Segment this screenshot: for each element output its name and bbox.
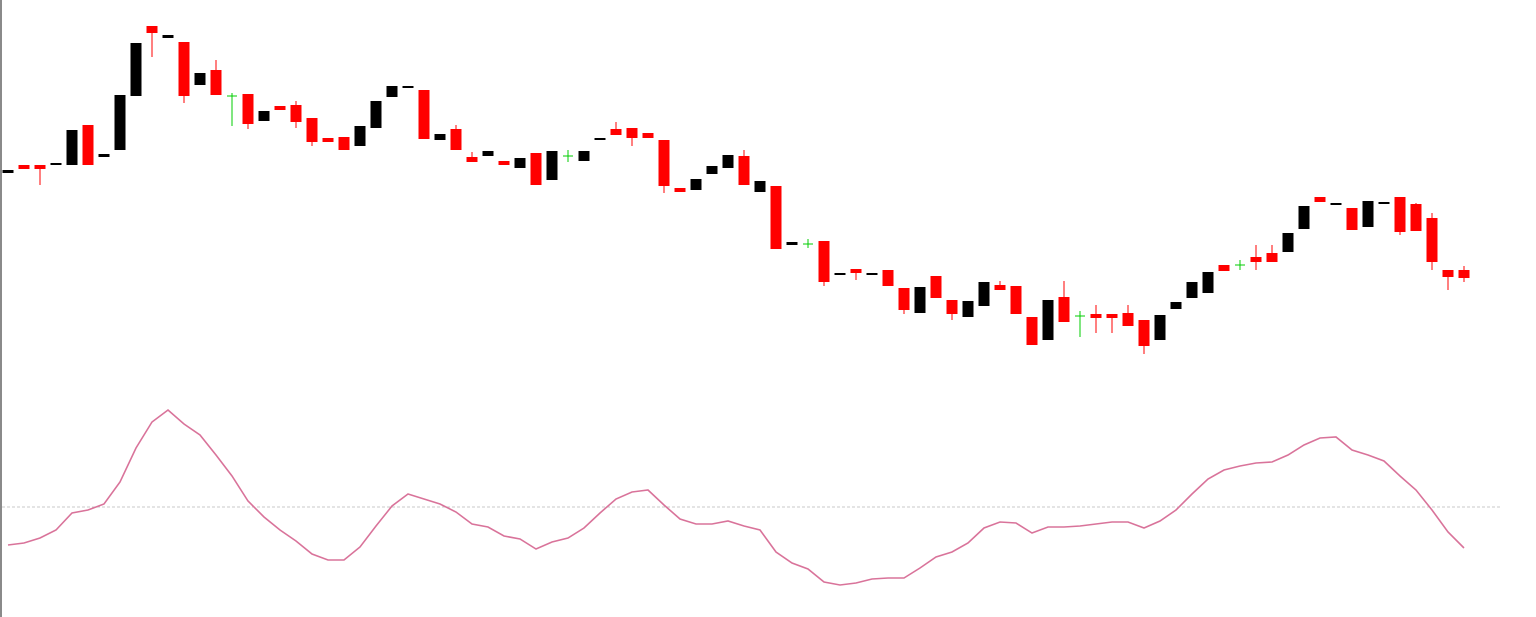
candle-body <box>706 166 718 174</box>
candle-body <box>674 188 686 192</box>
candle-body <box>642 133 654 138</box>
candle-body <box>178 42 190 96</box>
candle-body <box>370 101 382 128</box>
candle-body <box>258 111 270 121</box>
candle-body <box>1106 314 1118 318</box>
candle-body <box>1394 197 1406 232</box>
candle-body <box>594 138 606 140</box>
candle-body <box>722 155 734 168</box>
candle-body <box>786 242 798 245</box>
candle-body <box>1314 197 1326 202</box>
candle-body <box>1250 257 1262 262</box>
candle-body <box>866 273 878 275</box>
candle-body <box>450 129 462 150</box>
candle-body <box>738 156 750 185</box>
candle-body <box>482 151 494 156</box>
candle-body <box>1282 233 1294 252</box>
candle-body <box>402 86 414 88</box>
candle-body <box>354 126 366 146</box>
candle-body <box>322 138 334 142</box>
candle-body <box>434 134 446 140</box>
candle-body <box>290 105 302 122</box>
candle-body <box>978 282 990 306</box>
candle-body <box>1218 265 1230 271</box>
candle-body <box>194 73 206 85</box>
candle-body <box>1202 272 1214 293</box>
candle-body <box>578 151 590 161</box>
candle-body <box>1442 270 1454 277</box>
candle-body <box>626 128 638 138</box>
candle-body <box>1346 208 1358 230</box>
candle-body <box>1458 270 1470 278</box>
candle-body <box>1042 300 1054 340</box>
candle-body <box>418 90 430 139</box>
candle-body <box>818 241 830 282</box>
candle-body <box>1122 313 1134 326</box>
candle-body <box>1426 218 1438 262</box>
candle-body <box>498 161 510 165</box>
candle-body <box>274 106 286 110</box>
candle-body <box>130 43 142 96</box>
candle-body <box>658 140 670 186</box>
candle-body <box>930 276 942 298</box>
candle-body <box>882 270 894 286</box>
candle-body <box>242 94 254 124</box>
candle-body <box>146 26 158 33</box>
candle-body <box>2 170 14 173</box>
candle-body <box>386 86 398 97</box>
candle-body <box>770 186 782 249</box>
candle-body <box>1362 201 1374 227</box>
candle-body <box>466 157 478 162</box>
candle-body <box>50 163 62 165</box>
candle-body <box>1298 206 1310 229</box>
candle-body <box>914 287 926 313</box>
candle-body <box>1410 204 1422 231</box>
candle-body <box>18 165 30 169</box>
candle-body <box>338 137 350 150</box>
candle-body <box>898 288 910 310</box>
candle-body <box>82 125 94 165</box>
candle-body <box>1330 203 1342 205</box>
indicator-line <box>7 408 1465 586</box>
candle-body <box>1170 302 1182 309</box>
candle-body <box>514 158 526 168</box>
candle-body <box>1010 286 1022 314</box>
candle-body <box>1266 253 1278 262</box>
candle-body <box>1378 202 1390 204</box>
candle-body <box>754 181 766 192</box>
candle-body <box>1058 297 1070 322</box>
candle-body <box>98 154 110 157</box>
candle-body <box>66 130 78 165</box>
candle-body <box>946 300 958 314</box>
candle-body <box>162 35 174 38</box>
candle-body <box>306 118 318 142</box>
candle-body <box>850 269 862 273</box>
candle-body <box>1154 315 1166 340</box>
candle-body <box>114 95 126 150</box>
candle-body <box>994 285 1006 290</box>
candle-body <box>1186 282 1198 298</box>
candle-body <box>962 301 974 317</box>
candle-body <box>530 153 542 185</box>
candle-body <box>546 151 558 180</box>
candle-body <box>210 70 222 95</box>
candle-body <box>1026 317 1038 345</box>
candle-body <box>690 179 702 190</box>
candle-body <box>1138 320 1150 346</box>
candle-body <box>610 129 622 135</box>
candle-body <box>1090 314 1102 318</box>
candle-body <box>34 165 46 169</box>
candle-body <box>834 273 846 275</box>
